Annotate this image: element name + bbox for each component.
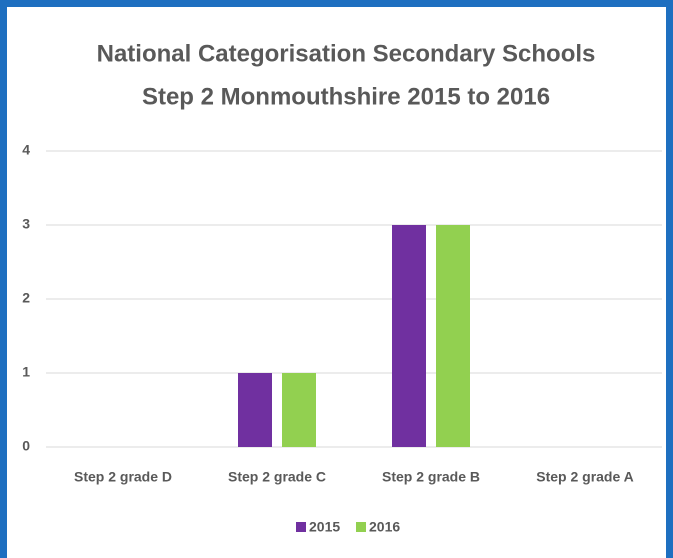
x-tick-label: Step 2 grade A bbox=[536, 469, 634, 485]
y-tick-label: 0 bbox=[22, 438, 30, 454]
bar bbox=[282, 373, 316, 447]
y-tick-label: 1 bbox=[22, 364, 30, 380]
chart-title: National Categorisation Secondary School… bbox=[97, 40, 596, 67]
legend-label: 2016 bbox=[369, 519, 400, 535]
legend-swatch bbox=[356, 522, 366, 532]
x-tick-label: Step 2 grade C bbox=[228, 469, 326, 485]
x-tick-label: Step 2 grade B bbox=[382, 469, 480, 485]
bar bbox=[392, 225, 426, 447]
frame-left bbox=[0, 0, 7, 558]
bar bbox=[238, 373, 272, 447]
chart-title: Step 2 Monmouthshire 2015 to 2016 bbox=[142, 83, 550, 110]
y-tick-label: 2 bbox=[22, 290, 30, 306]
x-tick-label: Step 2 grade D bbox=[74, 469, 172, 485]
frame-top bbox=[0, 0, 673, 7]
legend-swatch bbox=[296, 522, 306, 532]
legend-label: 2015 bbox=[309, 519, 340, 535]
y-tick-label: 3 bbox=[22, 216, 30, 232]
frame-right bbox=[666, 0, 673, 558]
y-tick-label: 4 bbox=[22, 142, 30, 158]
bar bbox=[436, 225, 470, 447]
